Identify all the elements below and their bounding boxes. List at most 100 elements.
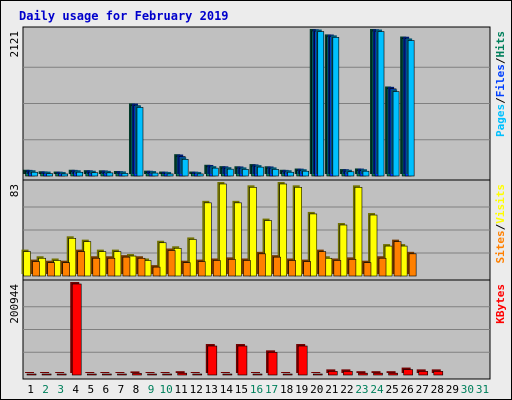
x-tick-label-day-17: 17 <box>265 383 278 396</box>
x-axis-labels: 1 2 3 4 5 6 7 8 9 10 11 12 13 14 15 16 17 18 19 20 21 22 23 24 2… <box>27 383 489 396</box>
bar-hits-pages-day-11 <box>180 157 189 177</box>
bar-visits-visits-day-24 <box>368 213 378 277</box>
panel-kbytes-side-label-0: KBytes <box>494 284 507 324</box>
x-tick-label-day-12: 12 <box>190 383 203 396</box>
bar-hits-pages-day-21 <box>330 35 340 177</box>
bar-hits-pages-day-4 <box>74 170 84 177</box>
bar-visits-visits-day-16 <box>247 185 257 277</box>
bar-visits-sites-day-10 <box>166 248 176 277</box>
x-tick-label-day-16: 16 <box>250 383 263 396</box>
bar-visits-sites-day-12 <box>196 259 206 277</box>
x-tick-label-day-9: 9 <box>148 383 155 396</box>
panel-visits-side-label-1: / <box>494 223 507 230</box>
bar-kbytes-kbytes-day-1 <box>25 372 37 376</box>
bar-kbytes-kbytes-day-10 <box>160 372 172 376</box>
bar-kbytes-kbytes-day-28 <box>431 369 444 376</box>
panel-visits: 83 Sites/Visits <box>8 179 507 281</box>
bar-hits-pages-day-24 <box>376 29 385 177</box>
x-tick-label-day-5: 5 <box>87 383 94 396</box>
panel-hits-side-label-2: Files <box>494 64 507 97</box>
bar-kbytes-kbytes-day-13 <box>205 344 218 376</box>
bar-hits-pages-day-17 <box>270 167 279 177</box>
bar-kbytes-kbytes-day-18 <box>281 372 293 376</box>
x-tick-label-day-28: 28 <box>431 383 444 396</box>
bar-kbytes-kbytes-day-25 <box>386 371 398 376</box>
chart-panels: 2121Pages/Files/Hits83Sites/Visits200944… <box>8 26 507 380</box>
bar-visits-sites-day-23 <box>361 260 372 277</box>
panel-hits-side-label: Pages/Files/Hits <box>494 31 507 137</box>
bar-visits-sites-day-1 <box>30 259 40 277</box>
bar-kbytes-kbytes-day-21 <box>326 369 338 376</box>
bar-visits-visits-day-20 <box>307 211 318 277</box>
bar-visits-sites-day-14 <box>226 257 236 277</box>
x-tick-label-day-13: 13 <box>205 383 218 396</box>
bar-hits-pages-day-12 <box>195 171 204 177</box>
x-tick-label-day-23: 23 <box>355 383 368 396</box>
bar-hits-pages-day-13 <box>210 166 219 177</box>
x-tick-label-day-10: 10 <box>159 383 172 396</box>
bar-hits-pages-day-20 <box>315 29 325 177</box>
bar-hits-pages-day-9 <box>150 171 159 177</box>
bar-hits-pages-day-16 <box>255 165 264 177</box>
bar-kbytes-kbytes-day-3 <box>55 372 67 376</box>
bar-hits-pages-day-22 <box>345 169 355 177</box>
series-kbytes <box>25 282 444 376</box>
x-tick-label-day-14: 14 <box>220 383 234 396</box>
bar-hits-pages-day-6 <box>104 170 114 177</box>
panel-kbytes-max-label: 200944 <box>8 284 21 324</box>
x-tick-label-day-26: 26 <box>401 383 414 396</box>
x-tick-label-day-22: 22 <box>340 383 353 396</box>
bar-hits-pages-day-18 <box>285 170 294 177</box>
bar-visits-sites-day-5 <box>90 256 101 277</box>
x-tick-label-day-24: 24 <box>370 383 384 396</box>
bar-kbytes-kbytes-day-14 <box>220 372 233 376</box>
panel-visits-side-label: Sites/Visits <box>494 184 507 264</box>
bar-visits-visits-day-23 <box>352 185 363 277</box>
bar-visits-sites-day-3 <box>60 260 70 277</box>
panel-visits-side-label-0: Sites <box>494 230 507 263</box>
x-tick-label-day-1: 1 <box>27 383 34 396</box>
bar-kbytes-kbytes-day-5 <box>85 372 97 376</box>
bar-kbytes-kbytes-day-24 <box>371 371 383 376</box>
panel-visits-side-label-2: Visits <box>494 184 507 224</box>
bar-hits-pages-day-1 <box>29 170 38 177</box>
x-tick-label-day-11: 11 <box>175 383 188 396</box>
panel-visits-max-label: 83 <box>8 184 21 197</box>
bar-kbytes-kbytes-day-15 <box>235 344 248 376</box>
bar-kbytes-kbytes-day-11 <box>175 371 187 376</box>
panel-kbytes: 200944 KBytes <box>8 279 507 380</box>
x-tick-label-day-18: 18 <box>280 383 293 396</box>
bar-visits-visits-day-14 <box>217 182 227 277</box>
bar-kbytes-kbytes-day-8 <box>130 371 142 376</box>
bar-kbytes-kbytes-day-7 <box>115 372 127 376</box>
bar-kbytes-kbytes-day-12 <box>190 372 203 376</box>
bar-kbytes-kbytes-day-16 <box>251 372 263 376</box>
bar-visits-visits-day-17 <box>262 218 272 277</box>
x-tick-label-day-29: 29 <box>446 383 459 396</box>
bar-kbytes-kbytes-day-6 <box>100 372 112 376</box>
x-tick-label-day-15: 15 <box>235 383 248 396</box>
bar-visits-sites-day-26 <box>407 251 417 277</box>
bar-visits-sites-day-17 <box>271 255 281 277</box>
bar-hits-pages-day-2 <box>44 171 53 177</box>
bar-visits-sites-day-24 <box>377 256 387 277</box>
bar-kbytes-kbytes-day-23 <box>356 371 368 376</box>
bar-kbytes-kbytes-day-22 <box>341 369 353 376</box>
bar-kbytes-kbytes-day-2 <box>40 372 52 376</box>
panel-hits-max-label: 2121 <box>8 31 21 58</box>
x-tick-label-day-4: 4 <box>72 383 79 396</box>
bar-hits-pages-day-15 <box>240 167 249 177</box>
bar-visits-sites-day-13 <box>211 258 221 277</box>
x-tick-label-day-8: 8 <box>133 383 140 396</box>
series-visits <box>21 182 408 277</box>
bar-visits-sites-day-22 <box>346 257 357 277</box>
bar-kbytes-kbytes-day-9 <box>145 372 157 376</box>
bar-visits-sites-day-21 <box>331 258 342 277</box>
panel-hits-side-label-4: Hits <box>494 31 507 58</box>
bar-visits-sites-day-8 <box>135 256 146 277</box>
panel-hits-side-label-1: / <box>494 97 507 104</box>
bar-visits-visits-day-1 <box>21 249 31 277</box>
x-tick-label-day-27: 27 <box>416 383 429 396</box>
